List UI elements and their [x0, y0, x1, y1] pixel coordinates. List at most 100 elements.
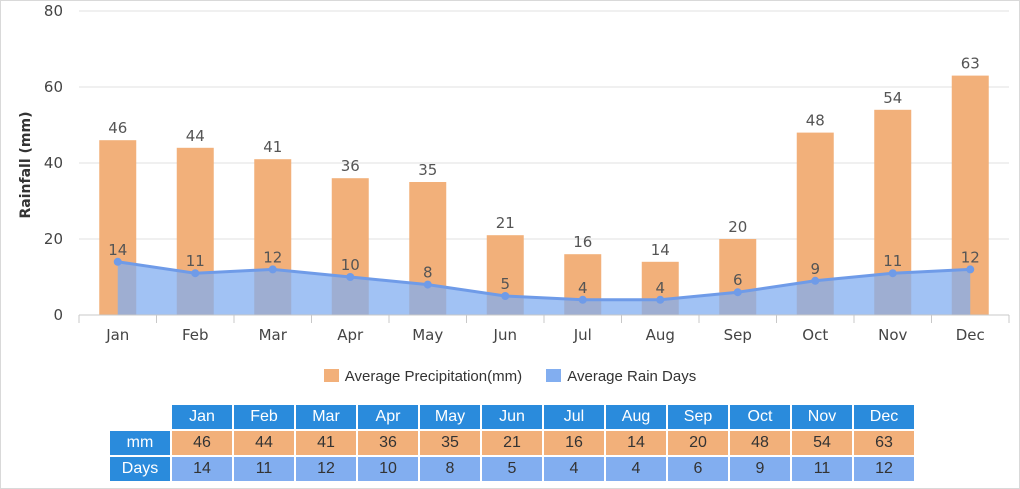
x-tick-label: Nov — [878, 326, 907, 344]
bar-value-label: 21 — [496, 214, 515, 232]
table-cell-mm: 63 — [854, 431, 914, 455]
table-month-header: Sep — [668, 405, 728, 429]
bar-value-label: 16 — [573, 233, 592, 251]
bar-value-label: 46 — [108, 119, 127, 137]
bar-value-label: 44 — [186, 127, 205, 145]
table-month-header: Nov — [792, 405, 852, 429]
x-tick-label: Mar — [259, 326, 288, 344]
axes: 0 20 40 60 80 Jan Feb Mar Apr May Jun Jul Aug Sep Oct N… — [44, 2, 1010, 344]
rain-days-area-fill — [117, 261, 971, 315]
table-cell-days: 12 — [296, 457, 356, 481]
rain-days-point-jan — [113, 257, 122, 266]
rain-days-point-apr — [346, 273, 355, 281]
bar-value-label: 35 — [418, 161, 437, 179]
bar-value-label: 36 — [341, 157, 360, 175]
rain-days-value-label: 14 — [108, 241, 127, 259]
legend-label-precipitation: Average Precipitation(mm) — [344, 368, 523, 385]
bar-value-label: 41 — [263, 138, 282, 156]
rain-days-value-label: 12 — [961, 248, 980, 266]
table-cell-days: 5 — [482, 457, 542, 481]
y-tick-label: 40 — [44, 154, 63, 172]
rain-days-point-sep — [733, 288, 742, 297]
table-cell-mm: 16 — [544, 431, 604, 455]
rain-days-point-dec — [966, 265, 975, 274]
rain-days-value-label: 8 — [423, 264, 433, 282]
rain-days-value-label: 9 — [810, 260, 820, 278]
table-cell-mm: 35 — [420, 431, 480, 455]
table-row-days: Days 14 11 12 10 8 5 4 4 6 9 11 12 — [110, 457, 914, 481]
table-month-header: Jun — [482, 405, 542, 429]
rain-days-area — [113, 257, 975, 315]
table-cell-mm: 54 — [792, 431, 852, 455]
table-header-row: Jan Feb Mar Apr May Jun Jul Aug Sep Oct Nov Dec — [110, 405, 914, 429]
bar-value-label: 63 — [961, 55, 980, 73]
table-cell-mm: 21 — [482, 431, 542, 455]
table-cell-days: 6 — [668, 457, 728, 481]
table-month-header: Aug — [606, 405, 666, 429]
table-cell-days: 12 — [854, 457, 914, 481]
rain-days-value-label: 4 — [655, 279, 665, 297]
y-tick-label: 80 — [44, 2, 63, 20]
x-tick-label: Aug — [646, 326, 675, 344]
table-cell-days: 11 — [234, 457, 294, 481]
legend-label-rain-days: Average Rain Days — [567, 368, 697, 385]
legend-swatch-precipitation — [323, 369, 339, 382]
table-cell-days: 14 — [172, 457, 232, 481]
rain-days-point-jun — [501, 292, 510, 300]
table-month-header: May — [420, 405, 480, 429]
legend: Average Precipitation(mm) Average Rain D… — [0, 368, 1020, 385]
x-tick-label: Jan — [105, 326, 129, 344]
table-cell-mm: 36 — [358, 431, 418, 455]
table-cell-mm: 14 — [606, 431, 666, 455]
rain-days-value-label: 10 — [341, 256, 360, 274]
table-month-header: Apr — [358, 405, 418, 429]
data-table: Jan Feb Mar Apr May Jun Jul Aug Sep Oct Nov Dec mm … — [108, 403, 916, 483]
rain-days-point-feb — [191, 269, 200, 278]
table-cell-days: 8 — [420, 457, 480, 481]
table-cell-days: 10 — [358, 457, 418, 481]
table-row-label-mm: mm — [110, 431, 170, 455]
y-tick-label: 20 — [44, 230, 63, 248]
table-month-header: Feb — [234, 405, 294, 429]
x-tick-label: Sep — [724, 326, 752, 344]
table-cell-mm: 46 — [172, 431, 232, 455]
rain-days-line — [117, 260, 971, 302]
table-cell-days: 4 — [606, 457, 666, 481]
rain-days-value-label: 5 — [500, 275, 510, 293]
table-cell-mm: 44 — [234, 431, 294, 455]
x-tick-label: Jun — [493, 326, 517, 344]
rain-days-value-label: 11 — [186, 252, 205, 270]
x-tick-label: Oct — [802, 326, 828, 344]
table-cell-days: 4 — [544, 457, 604, 481]
table-row-label-days: Days — [110, 457, 170, 481]
table-month-header: Oct — [730, 405, 790, 429]
table-cell-mm: 48 — [730, 431, 790, 455]
table-cell-mm: 41 — [296, 431, 356, 455]
bar-value-label: 54 — [883, 89, 902, 107]
rain-days-value-label: 11 — [883, 252, 902, 270]
y-axis-label: Rainfall (mm) — [18, 112, 34, 219]
x-tick-label: May — [412, 326, 443, 344]
table-month-header: Jul — [544, 405, 604, 429]
rain-days-value-label: 6 — [733, 271, 743, 289]
bar-value-label: 48 — [806, 112, 825, 130]
rain-days-point-oct — [811, 276, 820, 285]
legend-item-rain-days[interactable]: Average Rain Days — [546, 368, 696, 385]
x-tick-label: Apr — [337, 326, 364, 344]
x-tick-label: Jul — [573, 326, 592, 344]
y-tick-label: 60 — [44, 78, 63, 96]
table-cell-days: 11 — [792, 457, 852, 481]
rain-days-value-label: 4 — [578, 279, 588, 297]
table-corner — [110, 405, 170, 429]
rain-days-point-mar — [268, 265, 277, 274]
table-month-header: Mar — [296, 405, 356, 429]
rain-days-point-aug — [656, 295, 665, 304]
rain-days-point-may — [423, 280, 432, 289]
rain-days-value-label: 12 — [263, 248, 282, 266]
grid-lines — [79, 10, 1009, 240]
legend-item-precipitation[interactable]: Average Precipitation(mm) — [323, 368, 523, 385]
bar-value-label: 20 — [728, 218, 747, 236]
legend-swatch-rain-days — [546, 369, 562, 382]
